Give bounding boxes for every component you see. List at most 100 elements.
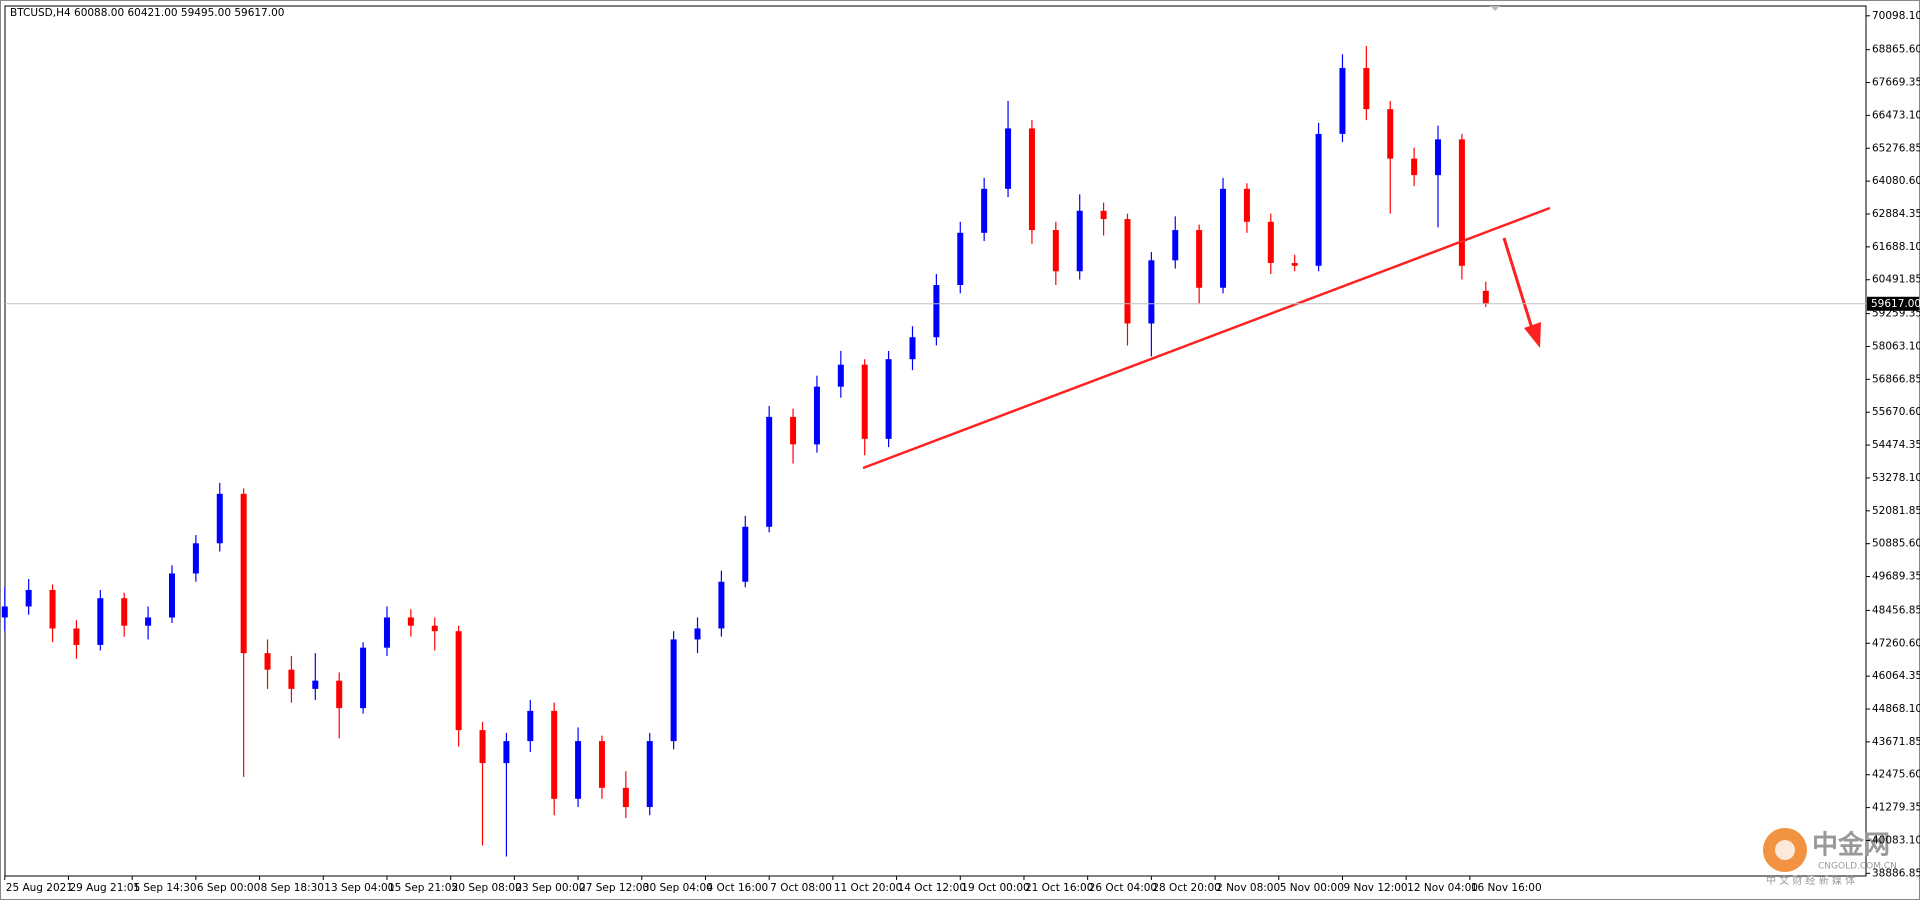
y-tick-label: 46064.35 — [1872, 670, 1920, 682]
candle-body — [1028, 128, 1035, 231]
y-tick-label: 64080.60 — [1872, 175, 1920, 187]
candle-body — [145, 617, 152, 626]
x-tick-label: 13 Sep 04:00 — [324, 882, 394, 894]
y-tick-label: 55670.60 — [1872, 406, 1920, 418]
candle-body — [670, 639, 677, 742]
candle-body — [1, 606, 8, 618]
y-tick-label: 40083.10 — [1872, 834, 1920, 846]
y-tick-label: 62884.35 — [1872, 208, 1920, 220]
candle-body — [1052, 230, 1059, 272]
price-tag-label: 59617.00 — [1871, 298, 1920, 310]
x-tick-label: 23 Sep 00:00 — [515, 882, 585, 894]
candle-body — [1267, 221, 1274, 264]
candle-body — [1220, 188, 1227, 288]
candle-body — [646, 741, 653, 808]
candle-body — [718, 581, 725, 629]
candle-body — [981, 188, 988, 233]
x-tick-label: 21 Oct 16:00 — [1025, 882, 1093, 894]
candle-body — [479, 730, 486, 764]
candle-body — [121, 598, 128, 626]
y-tick-label: 50885.60 — [1872, 538, 1920, 550]
arrow-head — [1524, 322, 1541, 348]
x-tick-label: 12 Nov 04:00 — [1407, 882, 1478, 894]
candle-body — [1076, 210, 1083, 272]
x-tick-label: 20 Sep 08:00 — [452, 882, 522, 894]
candle-body — [766, 416, 773, 527]
candle-body — [383, 617, 390, 648]
y-tick-label: 53278.10 — [1872, 472, 1920, 484]
candle-body — [790, 416, 797, 445]
x-tick-label: 29 Aug 21:05 — [69, 882, 140, 894]
x-tick-label: 16 Nov 16:00 — [1471, 882, 1542, 894]
candle-body — [1148, 260, 1155, 324]
y-tick-label: 58063.10 — [1872, 340, 1920, 352]
watermark: 中金网 CNGOLD.COM.CN 中 文 财 经 新 媒 体 — [1763, 828, 1897, 887]
candle-body — [1387, 109, 1394, 159]
x-tick-label: 7 Oct 08:00 — [770, 882, 832, 894]
shift-marker — [1490, 6, 1500, 11]
candle-body — [1482, 290, 1489, 304]
candle-body — [264, 653, 271, 670]
candle-body — [192, 543, 199, 574]
candle-body — [1291, 263, 1298, 266]
candle-body — [527, 710, 534, 742]
watermark-name: 中金网 — [1812, 830, 1890, 861]
y-tick-label: 41279.35 — [1872, 802, 1920, 814]
chart-title: BTCUSD,H4 60088.00 60421.00 59495.00 596… — [10, 7, 284, 19]
candle-body — [1363, 67, 1370, 110]
candle-body — [407, 617, 414, 626]
candle-body — [1339, 67, 1346, 134]
y-tick-label: 65276.85 — [1872, 142, 1920, 154]
candle-body — [622, 787, 629, 808]
y-tick-label: 44868.10 — [1872, 703, 1920, 715]
x-tick-label: 15 Sep 21:05 — [388, 882, 458, 894]
candle-body — [168, 573, 175, 618]
y-tick-label: 61688.10 — [1872, 241, 1920, 253]
candle-body — [1315, 133, 1322, 266]
arrow-shaft — [1502, 237, 1536, 336]
y-tick-label: 60491.85 — [1872, 274, 1920, 286]
candle-body — [694, 628, 701, 640]
candle-body — [1005, 128, 1012, 189]
candle-body — [336, 680, 343, 709]
y-tick-label: 43671.85 — [1872, 736, 1920, 748]
candle-body — [73, 628, 80, 645]
candle-body — [312, 680, 319, 689]
y-tick-label: 56866.85 — [1872, 373, 1920, 385]
candle-body — [503, 741, 510, 764]
candle-body — [49, 589, 56, 629]
x-tick-label: 19 Oct 00:00 — [961, 882, 1029, 894]
x-tick-label: 6 Sep 00:00 — [197, 882, 260, 894]
y-tick-label: 47260.60 — [1872, 637, 1920, 649]
candles — [1, 45, 1489, 857]
candle-body — [813, 386, 820, 445]
plot-area — [4, 5, 1867, 877]
watermark-slogan: 中 文 财 经 新 媒 体 — [1766, 874, 1855, 887]
candle-body — [360, 647, 367, 709]
candle-body — [97, 598, 104, 645]
y-tick-label: 66473.10 — [1872, 109, 1920, 121]
candle-body — [431, 625, 438, 632]
y-tick-label: 70098.10 — [1872, 10, 1920, 22]
candle-body — [1172, 230, 1179, 261]
x-tick-label: 9 Nov 12:00 — [1343, 882, 1407, 894]
candle-body — [861, 364, 868, 439]
y-tick-label: 49689.35 — [1872, 571, 1920, 583]
candle-body — [25, 589, 32, 607]
candle-body — [598, 741, 605, 788]
candle-body — [1435, 139, 1442, 176]
trend-line — [862, 206, 1551, 470]
candle-body — [1411, 158, 1418, 176]
price-tag — [1867, 296, 1919, 311]
y-tick-label: 67669.35 — [1872, 77, 1920, 89]
candle-body — [909, 337, 916, 360]
candle-body — [455, 631, 462, 731]
y-tick-label: 48456.85 — [1872, 604, 1920, 616]
y-tick-label: 54474.35 — [1872, 439, 1920, 451]
y-tick-label: 68865.60 — [1872, 44, 1920, 56]
candle-body — [933, 285, 940, 338]
y-tick-label: 38886.85 — [1872, 867, 1920, 879]
candle-body — [1124, 219, 1131, 324]
